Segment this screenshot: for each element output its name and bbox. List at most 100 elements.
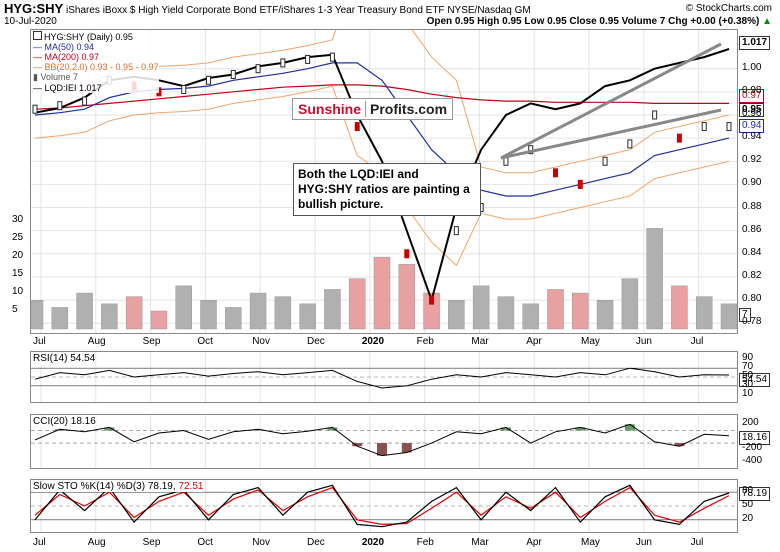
x-tick-label: Aug <box>87 537 106 548</box>
sto-label: Slow STO %K(14) %D(3) 78.19, 72.51 <box>33 481 204 492</box>
annotation-callout: Both the LQD:IEI and HYG:SHY ratios are … <box>293 163 481 216</box>
legend-volume-text: Volume 7 <box>40 72 78 82</box>
symbol: HYG:SHY <box>4 1 64 16</box>
volume-bar <box>26 300 44 330</box>
volume-bar <box>448 300 465 330</box>
volume-bar <box>175 285 192 330</box>
legend-ma200-text: MA(200) 0.97 <box>44 52 100 62</box>
cci-panel <box>30 414 738 469</box>
sto-tick-label: 20 <box>742 512 754 524</box>
x-tick-label: 2020 <box>361 336 385 347</box>
cci-value-box: 18.16 <box>739 431 771 445</box>
price-tick-label: 0.84 <box>742 246 762 258</box>
volume-tick-label: 25 <box>12 232 24 244</box>
ohlc-summary: Open 0.95 High 0.95 Low 0.95 Close 0.95 … <box>427 16 772 27</box>
x-tick-label: Feb <box>416 336 434 347</box>
volume-tick-label: 5 <box>12 304 18 316</box>
volume-bar <box>621 278 639 330</box>
cci-negative-fill <box>401 443 412 453</box>
price-tick-label: 0.86 <box>742 223 762 235</box>
price-tick-label: 0.96 <box>742 107 762 119</box>
exchange: NYSE/Nasdaq GM <box>447 5 531 16</box>
volume-bar <box>299 303 316 330</box>
volume-bar <box>125 296 143 330</box>
x-tick-label: Sep <box>142 537 161 548</box>
price-candle <box>255 64 261 74</box>
price-candle <box>57 101 63 111</box>
legend-main: HYG:SHY (Daily) 0.95 <box>33 31 159 42</box>
legend-bb-text: BB(20,2.0) 0.93 - 0.95 - 0.97 <box>44 62 159 72</box>
x-tick-label: Jul <box>690 336 704 347</box>
rsi-line <box>34 367 730 389</box>
volume-bar <box>150 310 168 330</box>
cci-tick-label: -400 <box>742 454 763 466</box>
rsi-tick-label: 90 <box>742 352 754 364</box>
x-tick-label: Dec <box>307 336 325 347</box>
ma200-value-box: 0.97 <box>739 89 765 103</box>
lqd-value-box: 1.017 <box>739 36 771 50</box>
volume-bar <box>348 278 366 330</box>
x-tick-label: Apr <box>526 336 542 347</box>
cci-positive-fill <box>500 427 511 431</box>
ma200-line <box>34 84 729 110</box>
volume-tick-label: 15 <box>12 268 24 280</box>
volume-bar <box>423 292 440 330</box>
volume-bar <box>522 303 539 330</box>
cci-positive-fill <box>575 427 586 431</box>
volume-bar <box>398 264 416 330</box>
price-tick-label: 0.90 <box>742 177 762 189</box>
x-tick-label: Jul <box>690 537 704 548</box>
volume-bar <box>646 228 663 330</box>
legend-volume: ▮ Volume 7 <box>33 72 78 82</box>
volume-bar <box>101 303 118 330</box>
volume-value-box: 7 <box>739 308 751 322</box>
symbol-description: iShares iBoxx $ High Yield Corporate Bon… <box>66 5 445 16</box>
up-arrow-icon: ▲ <box>762 16 772 27</box>
price-candle <box>32 104 38 114</box>
logo-part1: Sunshine <box>298 101 362 117</box>
price-tick-label: 0.98 <box>742 84 762 96</box>
x-tick-label: May <box>581 537 600 548</box>
volume-bar <box>497 296 515 330</box>
price-candle <box>701 122 707 132</box>
legend-bb: — BB(20,2.0) 0.93 - 0.95 - 0.97 <box>33 62 159 72</box>
sto-tick-label: 50 <box>742 499 754 510</box>
price-candle <box>82 96 88 106</box>
legend-ma50: — MA(50) 0.94 <box>33 42 95 52</box>
sto-d-line <box>34 486 730 526</box>
volume-bar <box>472 285 490 330</box>
rsi-chart-svg <box>31 352 737 402</box>
ma50-value-box: 0.94 <box>739 119 765 133</box>
rsi-value-box: 54.54 <box>739 373 771 387</box>
price-value-box: 0.95 <box>739 103 765 117</box>
price-candle <box>553 168 558 178</box>
x-tick-label: May <box>581 336 600 347</box>
legend-ma50-text: MA(50) 0.94 <box>44 42 95 52</box>
price-tick-label: 0.94 <box>742 131 762 143</box>
chart-title: HYG:SHY iShares iBoxx $ High Yield Corpo… <box>4 1 531 16</box>
price-candle <box>354 122 360 132</box>
x-tick-label: Jul <box>33 336 46 347</box>
legend-lqd-text: LQD:IEI 1.017 <box>44 83 102 93</box>
price-candle <box>453 226 459 236</box>
volume-bar <box>274 296 292 330</box>
price-candle <box>181 85 187 95</box>
rsi-tick-label: 30 <box>742 378 754 390</box>
price-candle <box>676 133 682 143</box>
x-tick-label: Sep <box>142 336 161 347</box>
price-candle <box>577 179 583 189</box>
x-tick-label: Jul <box>33 537 46 548</box>
cci-positive-fill <box>253 429 264 431</box>
sto-k-line <box>34 484 730 528</box>
price-candle <box>602 156 608 166</box>
volume-bar <box>671 285 688 330</box>
volume-bar <box>249 292 267 330</box>
cci-tick-label: -200 <box>742 442 763 454</box>
cci-chart-svg <box>31 415 737 468</box>
volume-tick-label: 20 <box>12 250 24 262</box>
volume-bar <box>76 292 93 330</box>
volume-bar <box>695 296 713 330</box>
price-candle <box>305 54 311 64</box>
price-candle <box>429 295 435 305</box>
trendline-upper <box>500 42 722 160</box>
